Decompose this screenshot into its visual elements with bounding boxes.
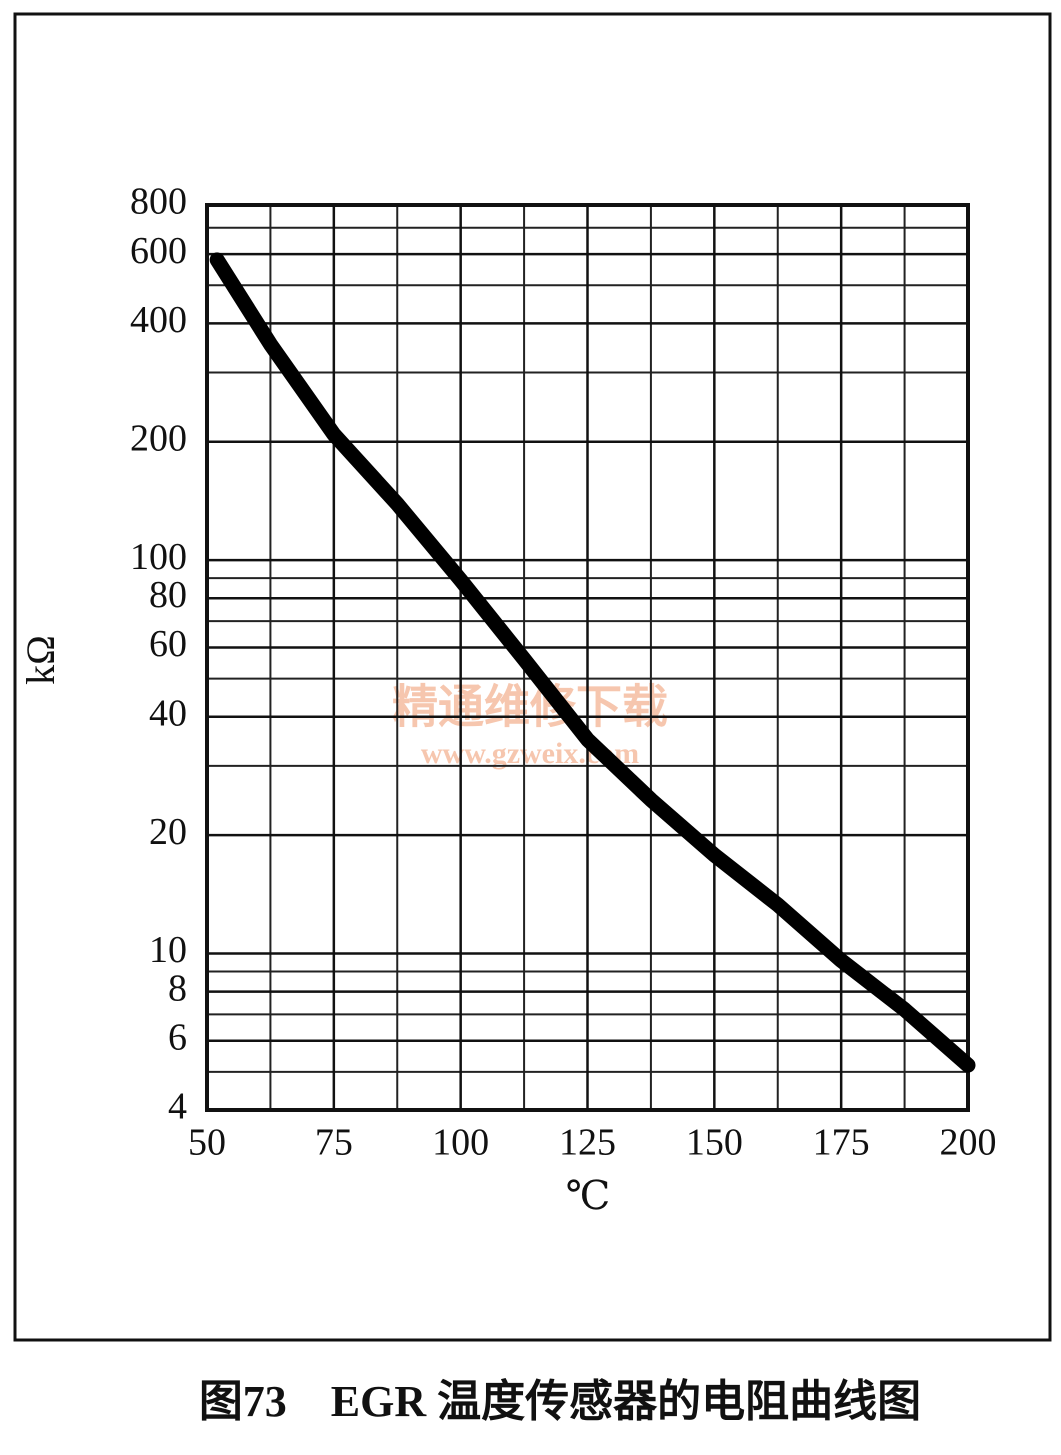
y-tick-label: 100 (130, 536, 187, 578)
y-tick-label: 600 (130, 230, 187, 272)
x-tick-label: 200 (940, 1122, 997, 1164)
y-tick-label: 400 (130, 299, 187, 341)
y-tick-label: 4 (168, 1086, 187, 1128)
y-tick-label: 40 (149, 692, 187, 734)
watermark: 精通维修下载 (392, 682, 668, 733)
y-axis-label: kΩ (18, 635, 63, 685)
x-tick-label: 175 (813, 1122, 870, 1164)
y-tick-label: 10 (149, 929, 187, 971)
data-line (209, 252, 976, 1073)
frame (13, 12, 1052, 1342)
y-tick-label: 8 (168, 967, 187, 1009)
caption: 图73 EGR 温度传感器的电阻曲线图 (199, 1377, 921, 1426)
y-tick-label: 6 (168, 1016, 187, 1058)
x-axis-label: ℃ (566, 1173, 611, 1218)
y-tick-label: 20 (149, 811, 187, 853)
x-tick-label: 50 (188, 1122, 226, 1164)
y-tick-label: 80 (149, 574, 187, 616)
plot-border (205, 203, 970, 1112)
x-tick-label: 75 (315, 1122, 353, 1164)
x-tick-label: 125 (559, 1122, 616, 1164)
x-tick-label: 150 (686, 1122, 743, 1164)
y-tick-label: 200 (130, 418, 187, 460)
y-tick-label: 800 (130, 181, 187, 223)
x-tick-label: 100 (432, 1122, 489, 1164)
y-tick-label: 60 (149, 623, 187, 665)
